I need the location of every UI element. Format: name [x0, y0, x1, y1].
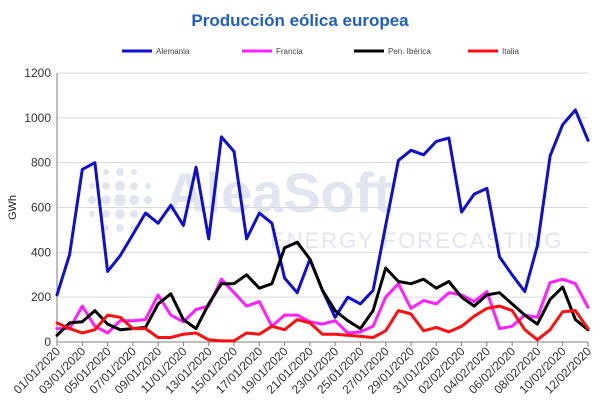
legend: Alemania Francia Pen. Ibérica Italia	[122, 47, 519, 56]
y-tick-label: 400	[31, 245, 51, 259]
y-tick-label: 1200	[24, 66, 51, 80]
watermark-dot	[116, 168, 124, 176]
watermark-dot	[130, 210, 138, 218]
watermark-dot	[131, 169, 137, 175]
legend-label-alemania: Alemania	[156, 47, 190, 56]
series-line-italia	[55, 304, 590, 343]
watermark-dot	[130, 182, 138, 190]
watermark-dot	[115, 209, 125, 219]
watermark-dot	[101, 195, 111, 205]
y-tick-label: 600	[31, 201, 51, 215]
watermark-dot	[116, 224, 124, 232]
watermark-dot	[115, 181, 125, 191]
watermark-dot	[89, 211, 95, 217]
x-axis-ticks: 01/01/202003/01/202005/01/202007/01/2020…	[11, 342, 594, 397]
watermark-dot	[144, 196, 152, 204]
watermark-dot	[129, 195, 139, 205]
series-lines	[55, 108, 590, 343]
y-axis-ticks: 0 200 400 600 800 1000 1200	[24, 66, 51, 349]
watermark-dot	[88, 196, 96, 204]
watermark-dot	[102, 210, 110, 218]
legend-label-francia: Francia	[276, 47, 303, 56]
watermark-dot	[102, 182, 110, 190]
watermark-dot	[103, 169, 109, 175]
aleasoft-watermark-logo: AleaSoft ENERGY FORECASTING	[88, 161, 564, 253]
chart-title: Producción eólica europea	[191, 11, 409, 30]
legend-label-pen-iberica: Pen. Ibérica	[388, 47, 431, 56]
y-tick-label: 800	[31, 156, 51, 170]
legend-label-italia: Italia	[502, 47, 519, 56]
y-tick-label: 200	[31, 290, 51, 304]
watermark-tagline: ENERGY FORECASTING	[270, 228, 564, 253]
y-axis-label: GWh	[7, 195, 19, 220]
watermark-dot	[145, 183, 151, 189]
y-tick-label: 0	[44, 335, 51, 349]
watermark-dot	[89, 183, 95, 189]
watermark-dot	[114, 194, 126, 206]
series-line-francia	[55, 277, 590, 335]
y-tick-label: 1000	[24, 111, 51, 125]
watermark-dot	[103, 225, 109, 231]
